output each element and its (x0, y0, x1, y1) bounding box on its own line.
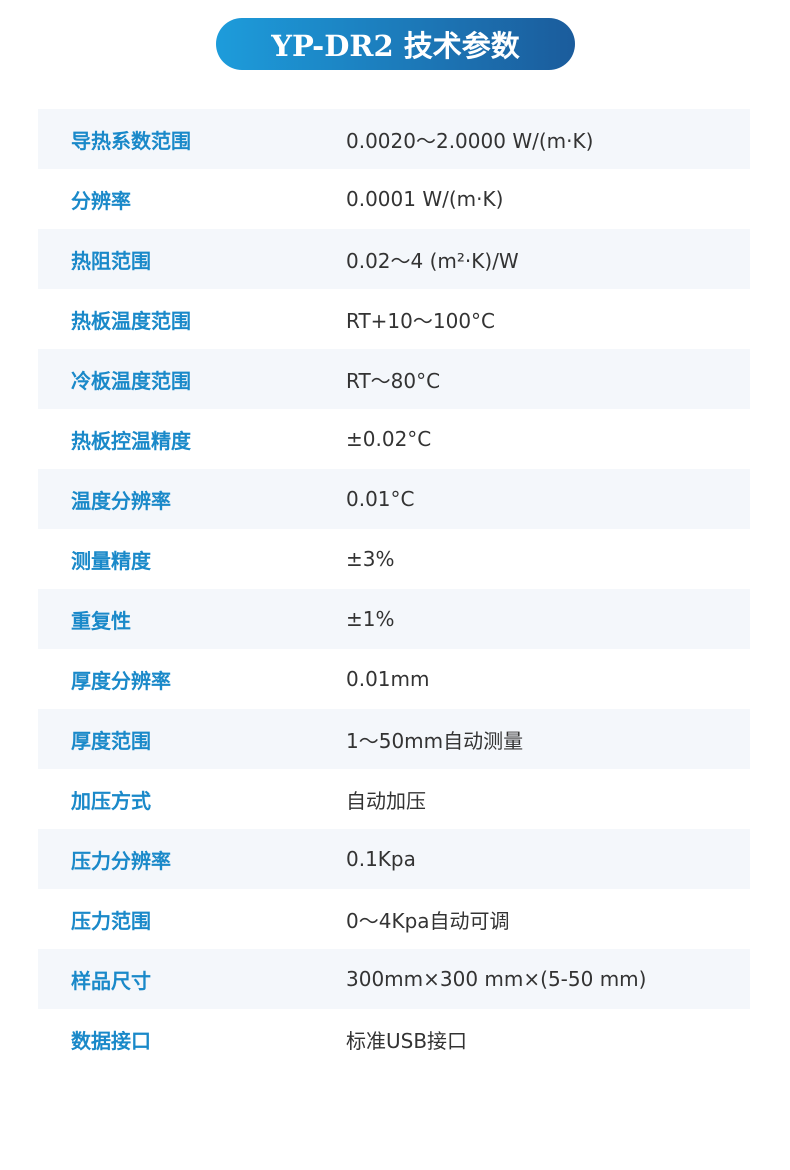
spec-value: ±0.02°C (346, 427, 432, 451)
spec-label: 冷板温度范围 (71, 368, 191, 393)
spec-row: 热板控温精度 ±0.02°C (38, 409, 750, 469)
spec-value: 0.0001 W/(m·K) (346, 187, 504, 211)
spec-label: 热板控温精度 (71, 428, 191, 453)
spec-label: 厚度分辨率 (71, 668, 171, 693)
spec-row: 温度分辨率 0.01°C (38, 469, 750, 529)
spec-row: 分辨率 0.0001 W/(m·K) (38, 169, 750, 229)
spec-label: 重复性 (71, 608, 131, 633)
spec-label: 压力范围 (71, 908, 151, 933)
spec-label: 分辨率 (71, 188, 131, 213)
spec-row: 测量精度 ±3% (38, 529, 750, 589)
spec-row: 样品尺寸 300mm×300 mm×(5-50 mm) (38, 949, 750, 1009)
spec-value: RT～80°C (346, 368, 441, 393)
spec-row: 数据接口 标准USB接口 (38, 1009, 750, 1069)
spec-row: 压力范围 0～4Kpa自动可调 (38, 889, 750, 949)
spec-value: 0.0020～2.0000 W/(m·K) (346, 128, 594, 153)
spec-label: 热阻范围 (71, 248, 151, 273)
spec-row: 重复性 ±1% (38, 589, 750, 649)
spec-value: 0.02～4 (m²·K)/W (346, 248, 519, 273)
spec-value: 0.1Kpa (346, 847, 416, 871)
spec-label: 导热系数范围 (71, 128, 191, 153)
spec-value: 0.01°C (346, 487, 415, 511)
spec-label: 热板温度范围 (71, 308, 191, 333)
spec-label: 数据接口 (71, 1028, 151, 1053)
spec-value: 0.01mm (346, 667, 430, 691)
spec-label: 加压方式 (71, 788, 151, 813)
spec-label: 厚度范围 (71, 728, 151, 753)
spec-value: ±1% (346, 607, 395, 631)
spec-label: 样品尺寸 (71, 968, 151, 993)
spec-row: 冷板温度范围 RT～80°C (38, 349, 750, 409)
spec-row: 厚度分辨率 0.01mm (38, 649, 750, 709)
spec-row: 厚度范围 1～50mm自动测量 (38, 709, 750, 769)
spec-row: 热阻范围 0.02～4 (m²·K)/W (38, 229, 750, 289)
spec-label: 温度分辨率 (71, 488, 171, 513)
spec-label: 压力分辨率 (71, 848, 171, 873)
spec-value: 1～50mm自动测量 (346, 728, 524, 753)
spec-table: 导热系数范围 0.0020～2.0000 W/(m·K) 分辨率 0.0001 W/(… (38, 109, 750, 1069)
page-title: YP-DR2 技术参数 (216, 18, 575, 70)
spec-row: 压力分辨率 0.1Kpa (38, 829, 750, 889)
spec-row: 导热系数范围 0.0020～2.0000 W/(m·K) (38, 109, 750, 169)
spec-value: ±3% (346, 547, 395, 571)
spec-row: 加压方式 自动加压 (38, 769, 750, 829)
spec-value: 0～4Kpa自动可调 (346, 908, 510, 933)
spec-value: 300mm×300 mm×(5-50 mm) (346, 967, 647, 991)
spec-value: RT+10～100°C (346, 308, 496, 333)
spec-value: 自动加压 (346, 788, 426, 813)
spec-label: 测量精度 (71, 548, 151, 573)
spec-row: 热板温度范围 RT+10～100°C (38, 289, 750, 349)
spec-value: 标准USB接口 (346, 1028, 468, 1053)
